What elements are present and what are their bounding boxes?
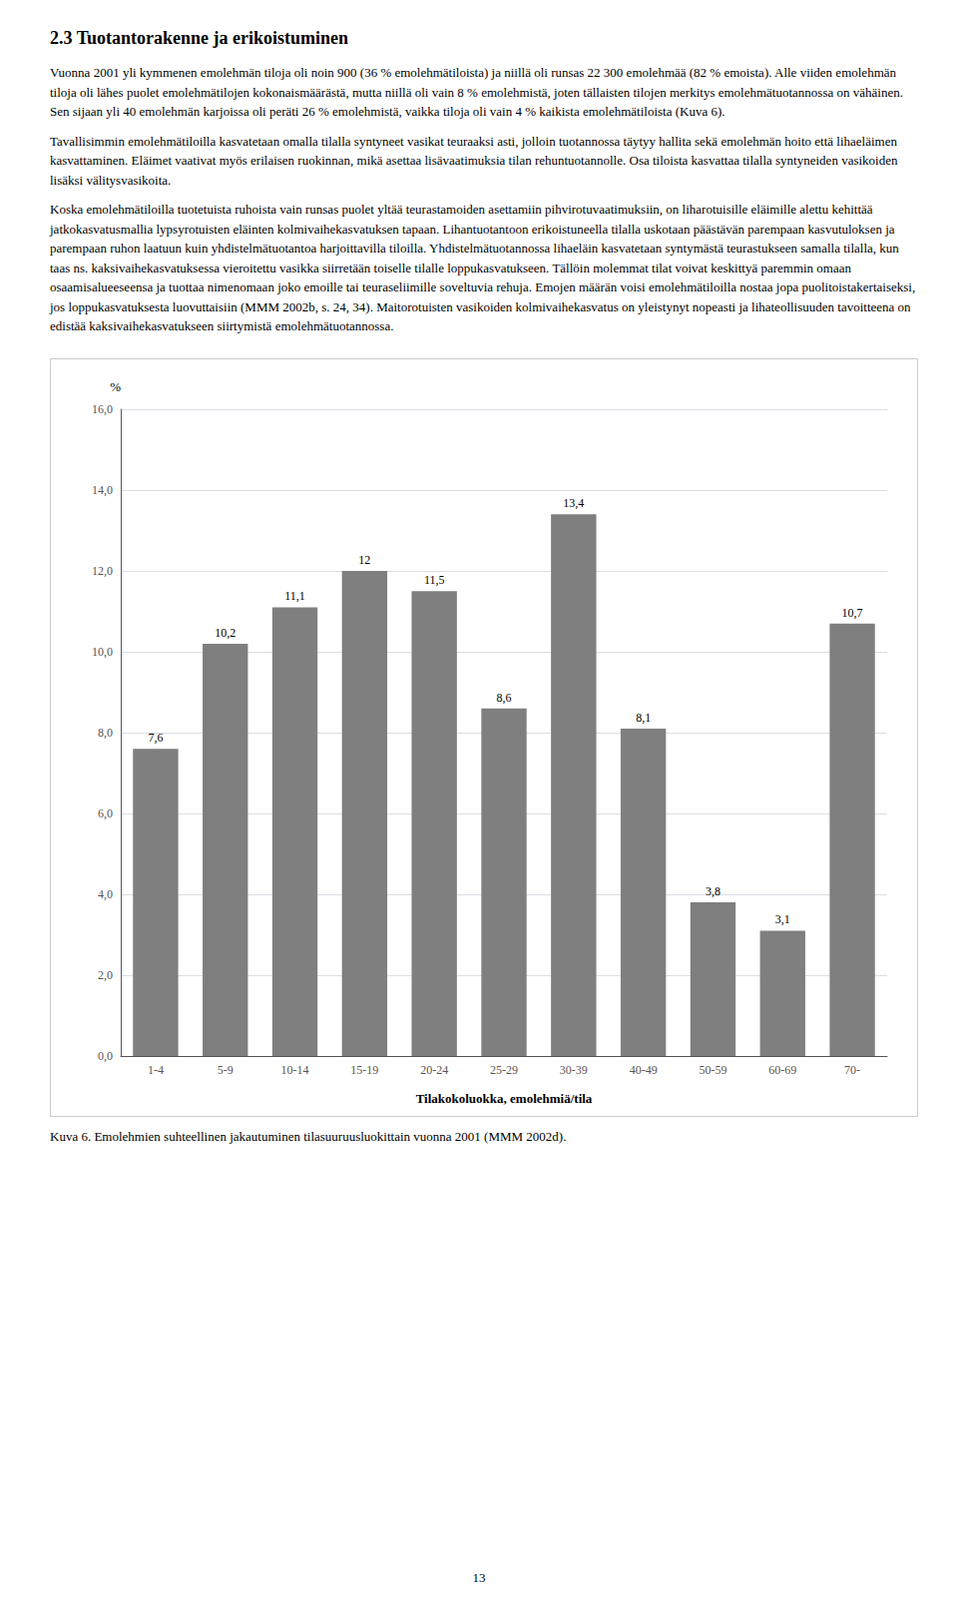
svg-text:70-: 70- — [844, 1062, 861, 1077]
svg-text:6,0: 6,0 — [97, 806, 113, 821]
svg-text:10,7: 10,7 — [842, 604, 864, 619]
svg-text:8,6: 8,6 — [496, 689, 512, 704]
svg-text:%: % — [109, 379, 121, 395]
svg-text:11,5: 11,5 — [424, 572, 446, 587]
svg-text:20-24: 20-24 — [420, 1062, 449, 1077]
svg-text:11,1: 11,1 — [284, 588, 306, 603]
svg-text:14,0: 14,0 — [91, 482, 113, 497]
svg-text:10,0: 10,0 — [91, 644, 113, 659]
svg-text:8,0: 8,0 — [97, 725, 113, 740]
svg-text:30-39: 30-39 — [559, 1062, 588, 1077]
html-text:Kuva 6. Emolehmien suhteelline: Kuva 6. Emolehmien suhteellinen jakautum… — [49, 1128, 567, 1144]
svg-text:16,0: 16,0 — [91, 402, 113, 417]
svg-text:40-49: 40-49 — [629, 1062, 658, 1077]
svg-text:1-4: 1-4 — [147, 1062, 164, 1077]
svg-text:4,0: 4,0 — [97, 887, 113, 902]
svg-text:50-59: 50-59 — [698, 1062, 727, 1077]
svg-text:3,1: 3,1 — [775, 912, 791, 927]
svg-text:8,1: 8,1 — [635, 709, 651, 724]
html-text:Vuonna 2001 yli kymmenen emole: Vuonna 2001 yli kymmenen emolehmän tiloj… — [49, 64, 904, 119]
svg-text:10-14: 10-14 — [281, 1062, 310, 1077]
svg-text:3,8: 3,8 — [705, 884, 721, 899]
html-text:Koska emolehmätiloilla tuotetu: Koska emolehmätiloilla tuotetuista ruhoi… — [49, 201, 916, 334]
svg-text:10,2: 10,2 — [214, 624, 236, 639]
html-text:13: 13 — [472, 1569, 486, 1585]
svg-text:12,0: 12,0 — [91, 563, 113, 578]
svg-text:15-19: 15-19 — [350, 1062, 379, 1077]
svg-text:12: 12 — [358, 552, 371, 567]
svg-text:13,4: 13,4 — [562, 495, 584, 510]
svg-text:25-29: 25-29 — [489, 1062, 518, 1077]
svg-text:Tilakokoluokka, emolehmiä/tila: Tilakokoluokka, emolehmiä/tila — [416, 1090, 593, 1106]
svg-text:0,0: 0,0 — [97, 1048, 113, 1063]
html-text:2.3 Tuotantorakenne ja erikois: 2.3 Tuotantorakenne ja erikoistuminen — [49, 27, 349, 48]
svg-text:2,0: 2,0 — [97, 967, 113, 982]
svg-text:60-69: 60-69 — [768, 1062, 797, 1077]
svg-text:5-9: 5-9 — [217, 1062, 234, 1077]
svg-text:7,6: 7,6 — [147, 730, 163, 745]
html-text:Tavallisimmin emolehmätiloilla: Tavallisimmin emolehmätiloilla kasvateta… — [49, 133, 898, 188]
